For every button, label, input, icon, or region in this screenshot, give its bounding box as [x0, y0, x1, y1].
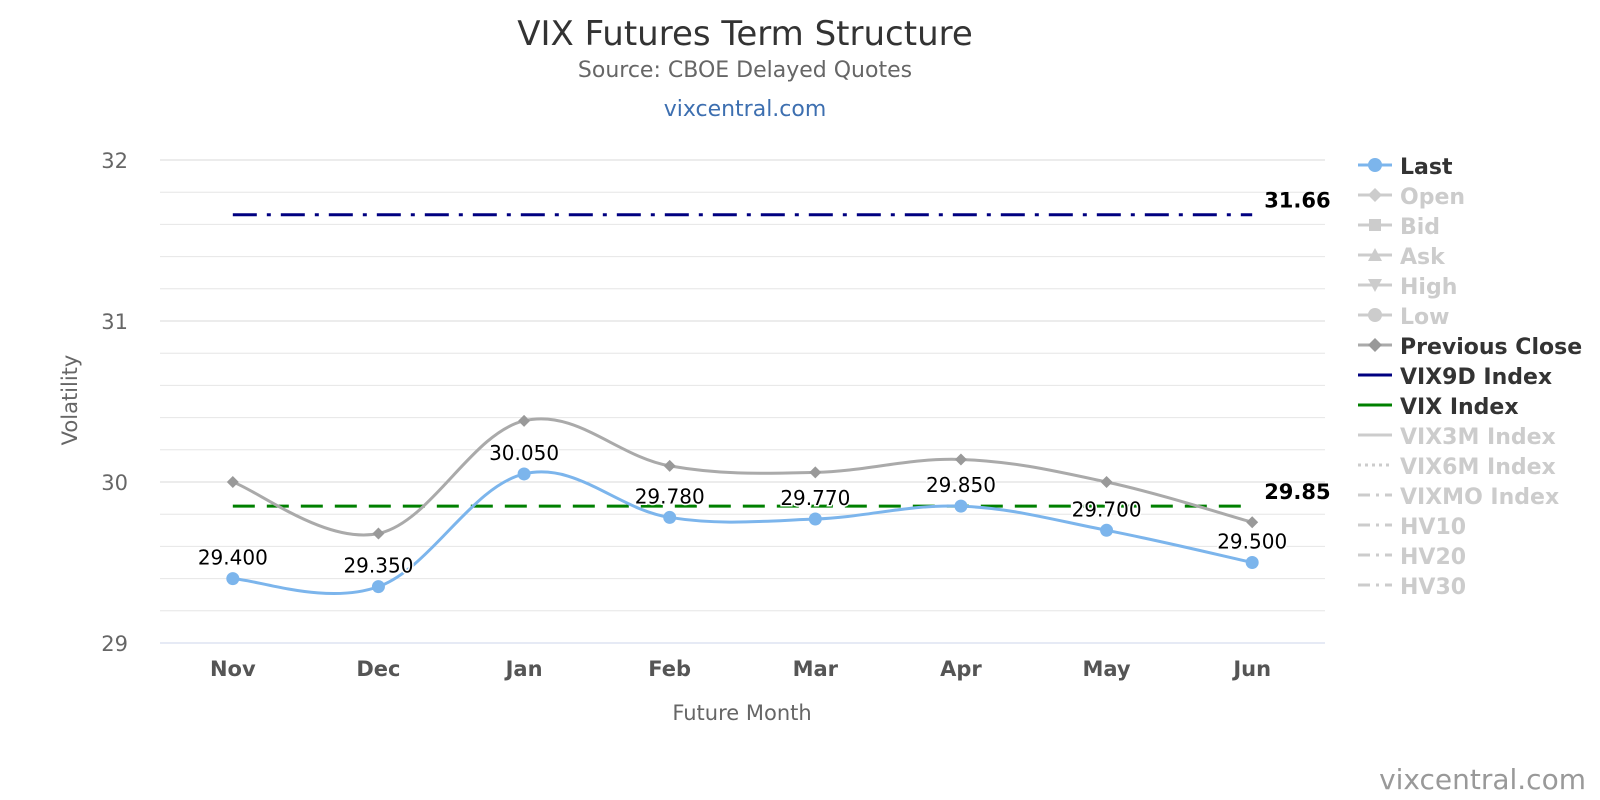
- data-label: 30.050: [489, 441, 559, 465]
- data-point-previous-close[interactable]: [663, 459, 676, 472]
- legend-symbol-icon: [1358, 305, 1400, 329]
- legend-label: High: [1400, 274, 1458, 300]
- legend-item-hv10[interactable]: HV10: [1358, 512, 1582, 542]
- legend-item-previous-close[interactable]: Previous Close: [1358, 332, 1582, 362]
- legend-symbol-icon: [1358, 215, 1400, 239]
- x-tick-label: Feb: [648, 657, 691, 681]
- data-label: 29.850: [926, 473, 996, 497]
- data-point-last[interactable]: [517, 467, 531, 481]
- legend-symbol-icon: [1358, 575, 1400, 599]
- legend-symbol-icon: [1358, 455, 1400, 479]
- plot-series: [226, 213, 1259, 595]
- legend-label: VIX9D Index: [1400, 364, 1553, 390]
- legend-item-hv20[interactable]: HV20: [1358, 542, 1582, 572]
- data-label: 29.770: [780, 486, 850, 510]
- data-point-previous-close[interactable]: [809, 466, 822, 479]
- legend-item-vixmo-index[interactable]: VIXMO Index: [1358, 482, 1582, 512]
- x-axis: Nov Dec Jan Feb Mar Apr May Jun: [210, 657, 1271, 681]
- legend-item-open[interactable]: Open: [1358, 182, 1582, 212]
- legend-symbol-icon: [1358, 365, 1400, 389]
- y-axis: 29 30 31 32: [101, 149, 128, 656]
- legend-symbol-icon: [1358, 545, 1400, 569]
- chart-title: VIX Futures Term Structure: [517, 14, 973, 54]
- legend-item-ask[interactable]: Ask: [1358, 242, 1582, 272]
- legend-item-vix9d-index[interactable]: VIX9D Index: [1358, 362, 1582, 392]
- data-point-previous-close[interactable]: [372, 527, 385, 540]
- y-tick-label: 29: [101, 632, 128, 656]
- legend-item-hv30[interactable]: HV30: [1358, 572, 1582, 602]
- legend-item-bid[interactable]: Bid: [1358, 212, 1582, 242]
- data-label: 29.400: [198, 546, 268, 570]
- end-value-label: 29.85: [1264, 480, 1330, 504]
- legend-label: Ask: [1400, 244, 1445, 270]
- y-tick-label: 31: [101, 310, 128, 334]
- legend-symbol-icon: [1358, 185, 1400, 209]
- data-labels: 31.66 29.85 29.400 29.350 30.050 29.780 29.770…: [196, 189, 1330, 579]
- watermark: vixcentral.com: [1379, 763, 1586, 796]
- data-point-last[interactable]: [1100, 523, 1114, 537]
- legend-symbol-icon: [1358, 335, 1400, 359]
- legend-label: Open: [1400, 184, 1466, 210]
- legend-label: HV10: [1400, 514, 1467, 540]
- legend-item-low[interactable]: Low: [1358, 302, 1582, 332]
- data-point-previous-close[interactable]: [226, 476, 239, 488]
- legend-item-vix6m-index[interactable]: VIX6M Index: [1358, 452, 1582, 482]
- legend-label: VIX3M Index: [1400, 424, 1556, 450]
- legend-symbol-icon: [1358, 245, 1400, 269]
- legend-symbol-icon: [1358, 425, 1400, 449]
- end-value-label: 31.66: [1264, 189, 1330, 213]
- chart-subtitle: Source: CBOE Delayed Quotes: [577, 58, 913, 83]
- legend-label: VIXMO Index: [1400, 484, 1560, 510]
- x-tick-label: Nov: [210, 657, 256, 681]
- legend-symbol-icon: [1358, 515, 1400, 539]
- legend-label: HV20: [1400, 544, 1467, 570]
- data-point-last[interactable]: [808, 512, 822, 526]
- legend-label: Low: [1400, 304, 1450, 330]
- legend-label: HV30: [1400, 574, 1467, 600]
- legend-symbol-icon: [1358, 275, 1400, 299]
- grid-lines: [160, 159, 1325, 644]
- data-point-previous-close[interactable]: [518, 414, 531, 427]
- y-tick-label: 30: [101, 471, 128, 495]
- x-tick-label: Apr: [940, 657, 982, 681]
- data-point-last[interactable]: [226, 572, 240, 586]
- data-point-last[interactable]: [954, 499, 968, 513]
- legend-symbol-icon: [1358, 155, 1400, 179]
- legend-label: Bid: [1400, 214, 1441, 240]
- legend-symbol-icon: [1358, 485, 1400, 509]
- data-point-last[interactable]: [371, 580, 385, 594]
- data-point-last[interactable]: [663, 510, 677, 524]
- legend-label: Previous Close: [1400, 334, 1583, 360]
- data-point-last[interactable]: [1245, 556, 1259, 569]
- data-label: 29.700: [1072, 497, 1142, 521]
- data-label: 29.500: [1217, 530, 1287, 554]
- legend-item-high[interactable]: High: [1358, 272, 1582, 302]
- data-point-previous-close[interactable]: [1246, 516, 1259, 529]
- legend-symbol-icon: [1358, 395, 1400, 419]
- y-tick-label: 32: [101, 149, 128, 173]
- y-axis-title: Volatility: [58, 355, 82, 446]
- legend-item-vix-index[interactable]: VIX Index: [1358, 392, 1582, 422]
- series-line-last[interactable]: [232, 470, 1253, 595]
- x-tick-label: Jan: [504, 657, 543, 681]
- site-link[interactable]: vixcentral.com: [663, 97, 827, 122]
- data-label: 29.350: [343, 554, 413, 578]
- data-point-previous-close[interactable]: [1100, 476, 1113, 488]
- chart-legend: Last Open Bid Ask High Low Previous Close VIX9D…: [1358, 152, 1582, 602]
- legend-label: VIX6M Index: [1400, 454, 1556, 480]
- x-tick-label: Mar: [793, 657, 839, 681]
- x-axis-title: Future Month: [672, 701, 811, 725]
- data-point-previous-close[interactable]: [954, 453, 967, 466]
- x-tick-label: May: [1083, 657, 1131, 681]
- x-tick-label: Dec: [356, 657, 400, 681]
- legend-label: Last: [1400, 154, 1453, 180]
- legend-item-last[interactable]: Last: [1358, 152, 1582, 182]
- data-label: 29.780: [635, 484, 705, 508]
- legend-item-vix3m-index[interactable]: VIX3M Index: [1358, 422, 1582, 452]
- legend-label: VIX Index: [1400, 394, 1519, 420]
- x-tick-label: Jun: [1231, 657, 1271, 681]
- series-line-previous-close[interactable]: [232, 417, 1253, 537]
